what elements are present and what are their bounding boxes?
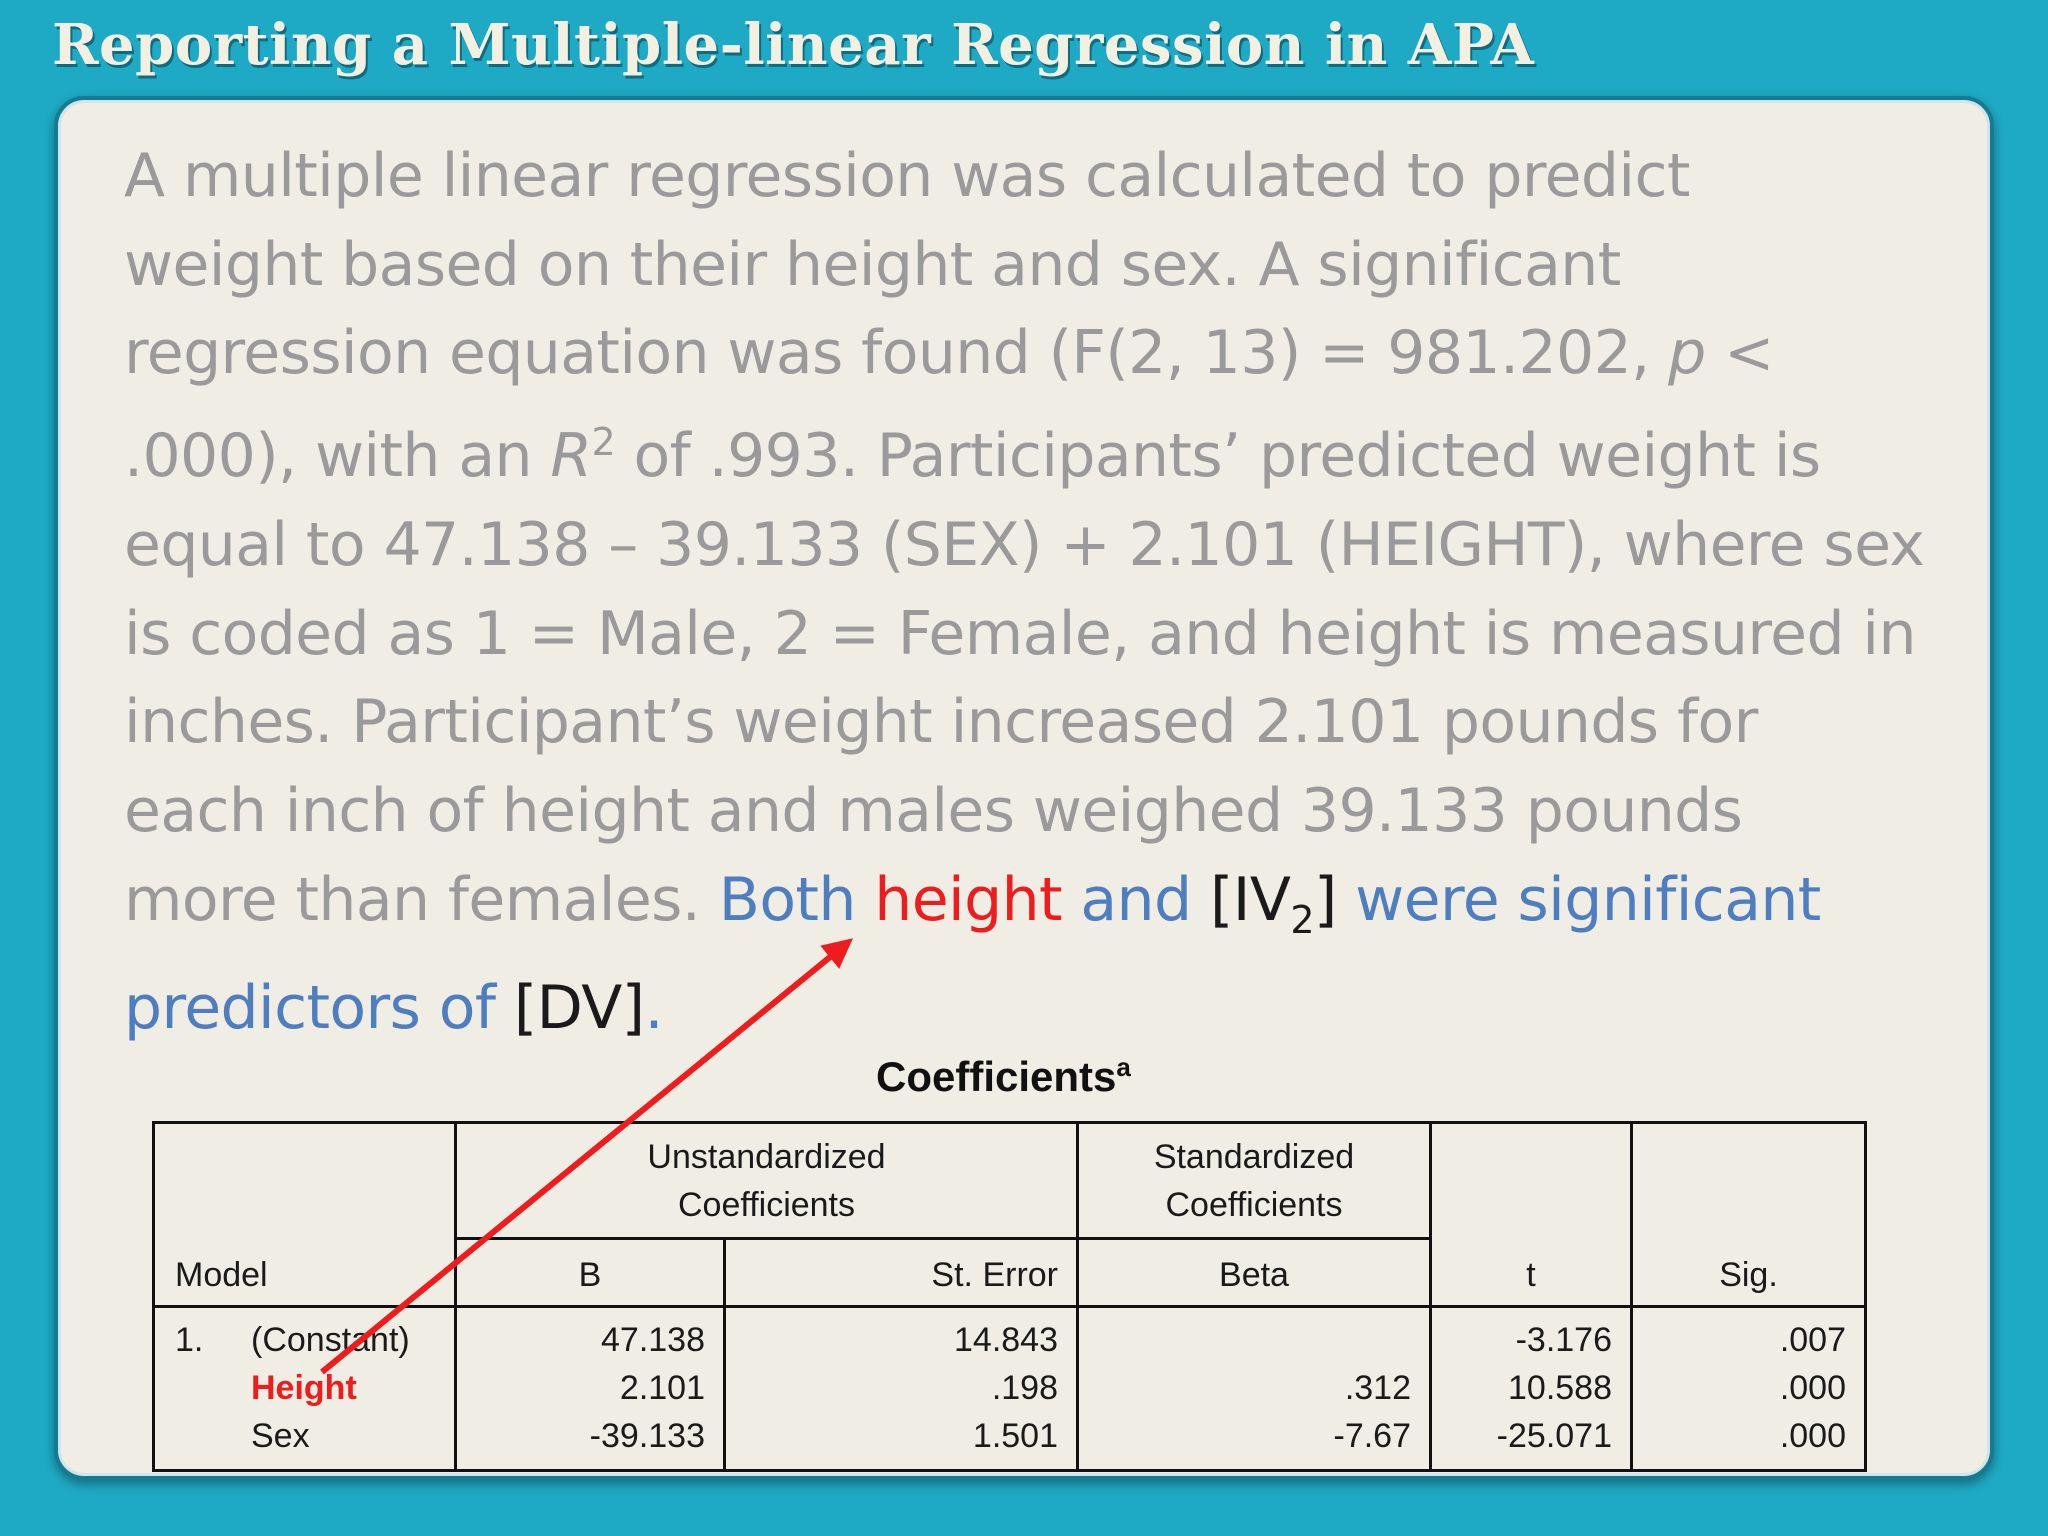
paragraph-line: equal to 47.138 – 39.133 (SEX) + 2.101 (… bbox=[124, 509, 1925, 580]
b-sex: -39.133 bbox=[589, 1417, 705, 1455]
template-period: . bbox=[644, 973, 663, 1044]
sig-constant: .007 bbox=[1779, 1321, 1846, 1359]
t-height: 10.588 bbox=[1508, 1369, 1612, 1407]
header-unstandardized: Unstandardized Coefficients bbox=[454, 1121, 1079, 1240]
row-label-sex: Sex bbox=[251, 1417, 310, 1455]
paragraph-line: each inch of height and males weighed 39… bbox=[124, 775, 1743, 846]
header-beta: Beta bbox=[1076, 1237, 1432, 1308]
paragraph-line: .000), with an R2 of .993. Participants’… bbox=[124, 398, 1974, 501]
header-b: B bbox=[454, 1237, 726, 1308]
p-value-text: .000), with an bbox=[124, 421, 551, 492]
beta-values: .312 -7.67 bbox=[1076, 1305, 1432, 1472]
header-row-1: Model Unstandardized Coefficients Standar… bbox=[152, 1121, 1867, 1308]
sig-values: .007 .000 .000 bbox=[1630, 1305, 1867, 1472]
header-sig: Sig. bbox=[1630, 1121, 1867, 1308]
apa-report-paragraph: A multiple linear regression was calcula… bbox=[124, 132, 1974, 1053]
se-values: 14.843 .198 1.501 bbox=[723, 1305, 1079, 1472]
b-constant: 47.138 bbox=[601, 1321, 705, 1359]
se-sex: 1.501 bbox=[972, 1417, 1058, 1455]
paragraph-line: more than females. Both height and [IV2]… bbox=[124, 856, 1974, 965]
row-label-constant: (Constant) bbox=[251, 1321, 410, 1359]
paragraph-line: regression equation was found (F(2, 13) … bbox=[124, 309, 1974, 398]
r-exponent: 2 bbox=[591, 420, 616, 465]
paragraph-line: weight based on their height and sex. A … bbox=[124, 229, 1621, 300]
t-constant: -3.176 bbox=[1515, 1321, 1612, 1359]
slide-title: Reporting a Multiple-linear Regression i… bbox=[52, 12, 1535, 78]
template-dv-placeholder: [DV] bbox=[513, 973, 645, 1044]
beta-constant bbox=[1079, 1316, 1411, 1364]
template-both: Both bbox=[718, 864, 875, 935]
paragraph-line: is coded as 1 = Male, 2 = Female, and he… bbox=[124, 598, 1917, 669]
paragraph-line: inches. Participant’s weight increased 2… bbox=[124, 687, 1758, 758]
b-height: 2.101 bbox=[619, 1369, 705, 1407]
paragraph-line: predictors of [DV]. bbox=[124, 964, 1974, 1053]
template-predictors-of: predictors of bbox=[124, 973, 514, 1044]
template-and: and bbox=[1061, 864, 1210, 935]
t-values: -3.176 10.588 -25.071 bbox=[1429, 1305, 1633, 1472]
header-t: t bbox=[1429, 1121, 1633, 1308]
template-iv1-height: height bbox=[874, 864, 1062, 935]
se-constant: 14.843 bbox=[954, 1321, 1058, 1359]
b-values: 47.138 2.101 -39.133 bbox=[454, 1305, 726, 1472]
template-were-significant: were significant bbox=[1336, 864, 1821, 935]
t-sex: -25.071 bbox=[1496, 1417, 1612, 1455]
sig-sex: .000 bbox=[1779, 1417, 1846, 1455]
coefficients-table: Model Unstandardized Coefficients Standar… bbox=[152, 1121, 1867, 1472]
p-operator: < bbox=[1705, 318, 1774, 389]
model-number: 1. bbox=[175, 1321, 204, 1359]
table-caption: Coefficientsa bbox=[876, 1052, 1131, 1100]
header-st-error: St. Error bbox=[723, 1237, 1079, 1308]
header-model: Model bbox=[152, 1121, 457, 1308]
females-text: more than females. bbox=[124, 864, 719, 935]
caption-footnote-marker: a bbox=[1116, 1052, 1131, 1082]
se-height: .198 bbox=[991, 1369, 1058, 1407]
model-1-data-row: 1. (Constant) Height Sex 47.138 2.101 -39… bbox=[152, 1305, 1867, 1472]
beta-sex: -7.67 bbox=[1333, 1417, 1412, 1455]
template-iv2-placeholder: [IV2] bbox=[1209, 864, 1337, 942]
f-statistic-text: regression equation was found (F(2, 13) … bbox=[124, 318, 1669, 389]
r-squared-text: of .993. Participants’ predicted weight … bbox=[615, 421, 1822, 492]
paragraph-line: A multiple linear regression was calcula… bbox=[124, 141, 1690, 211]
model-labels: 1. (Constant) Height Sex bbox=[152, 1305, 457, 1472]
p-symbol: p bbox=[1668, 318, 1706, 389]
header-standardized: Standardized Coefficients bbox=[1076, 1121, 1432, 1240]
r-symbol: R bbox=[550, 421, 592, 492]
sig-height: .000 bbox=[1779, 1369, 1846, 1407]
beta-height: .312 bbox=[1344, 1369, 1411, 1407]
row-label-height: Height bbox=[251, 1369, 357, 1407]
